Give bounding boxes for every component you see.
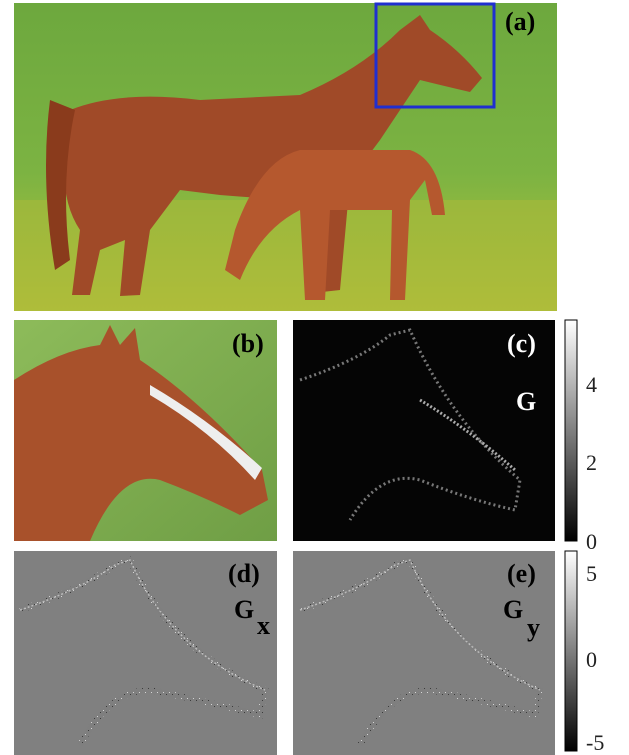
panel-subscript: y xyxy=(527,613,540,642)
colorbar-tick: 4 xyxy=(586,372,597,397)
panel-symbol: G xyxy=(503,595,523,624)
colorbar-tick: 2 xyxy=(586,450,597,475)
colorbar xyxy=(564,550,578,752)
panel-symbol: G xyxy=(234,595,254,624)
panel-label: (b) xyxy=(232,329,264,358)
panel-label: (e) xyxy=(507,559,536,588)
panel-symbol: G xyxy=(516,387,536,416)
panel-d: (d) G x xyxy=(14,551,277,755)
panel-a: (a) xyxy=(14,2,557,311)
colorbar-tick: 0 xyxy=(586,647,597,672)
panel-c: (c) G xyxy=(293,320,555,541)
colorbar-tick: 5 xyxy=(586,561,597,586)
panel-label: (d) xyxy=(228,559,260,588)
panel-b: (b) xyxy=(14,320,277,541)
colorbar xyxy=(564,319,578,542)
colorbar-tick: -5 xyxy=(586,730,604,755)
panel-e: (e) G y xyxy=(293,551,555,755)
colorbar-tick: 0 xyxy=(586,529,597,554)
panel-label: (a) xyxy=(505,7,535,36)
panel-subscript: x xyxy=(257,611,270,640)
panel-label: (c) xyxy=(507,329,536,358)
